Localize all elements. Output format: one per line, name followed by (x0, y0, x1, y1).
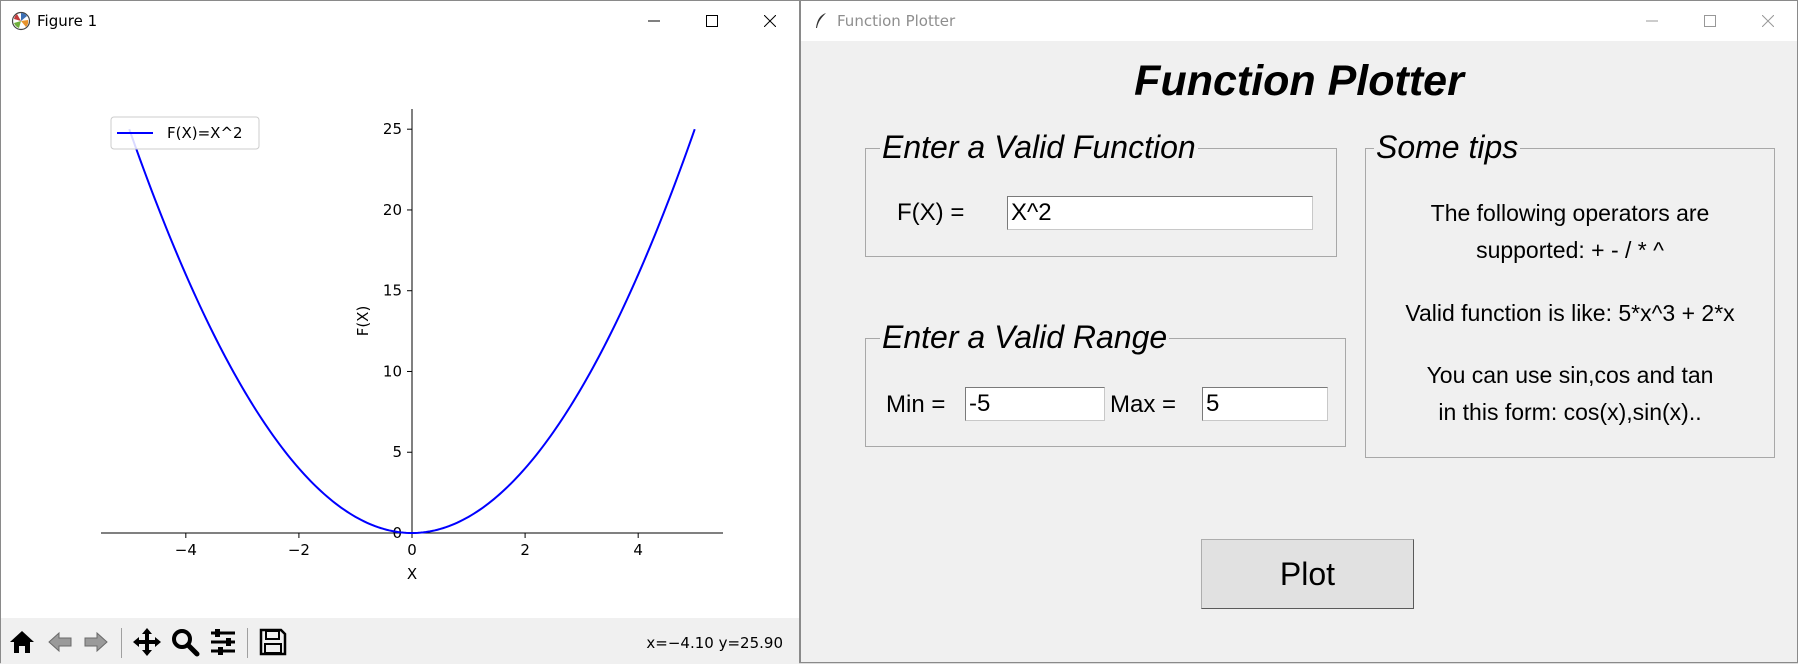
maximize-icon (1704, 15, 1716, 27)
pan-icon (133, 628, 161, 656)
x-tick-label: −4 (175, 541, 197, 559)
plot-canvas[interactable]: −4 −2 0 2 4 0 5 10 15 20 25 X F(X) F(X)=X^2 (1, 41, 801, 618)
max-label: Max = (1110, 391, 1177, 418)
figure-window: Figure 1 −4 −2 0 2 4 0 5 10 15 20 25 X F(X) F(X)=X^2 (0, 0, 801, 664)
tip-trig-line2: in this form: cos(x),sin(x).. (1438, 399, 1702, 425)
page-title: Function Plotter (1134, 57, 1464, 105)
series-line (128, 128, 696, 535)
tips-frame-legend: Some tips (1374, 129, 1521, 165)
configure-subplots-button[interactable] (206, 625, 240, 659)
y-tick-label: 5 (392, 443, 402, 461)
min-input[interactable] (965, 387, 1105, 421)
minimize-icon (648, 20, 660, 22)
plotter-window-title: Function Plotter (837, 12, 956, 30)
tip-trig-line1: You can use sin,cos and tan (1426, 362, 1714, 388)
save-icon (259, 628, 287, 656)
navigation-toolbar: x=−4.10 y=25.90 (1, 618, 799, 664)
back-arrow-icon (48, 631, 72, 653)
x-tick-label: 2 (520, 541, 530, 559)
maximize-icon (706, 15, 718, 27)
close-icon (764, 15, 776, 27)
close-icon (1762, 15, 1774, 27)
toolbar-separator (247, 628, 248, 658)
min-label: Min = (886, 391, 946, 418)
figure-titlebar[interactable]: Figure 1 (1, 1, 799, 41)
toolbar-separator (121, 628, 122, 658)
axes: −4 −2 0 2 4 0 5 10 15 20 25 X F(X) (101, 109, 723, 583)
feather-icon (816, 13, 826, 28)
range-frame: Enter a Valid Range Min = Max = (865, 319, 1346, 447)
legend-entry: F(X)=X^2 (167, 124, 243, 142)
home-icon (10, 631, 34, 653)
y-tick-label: 25 (383, 120, 402, 138)
legend: F(X)=X^2 (110, 116, 260, 150)
range-frame-legend: Enter a Valid Range (880, 319, 1170, 355)
legend-box (110, 116, 260, 150)
x-axis-label: X (407, 565, 417, 583)
y-axis-label: F(X) (354, 306, 372, 337)
close-button[interactable] (1739, 1, 1797, 41)
forward-arrow-icon (84, 631, 108, 653)
minimize-button[interactable] (625, 1, 683, 41)
function-frame-legend: Enter a Valid Function (880, 129, 1198, 165)
x-tick-label: 0 (407, 541, 417, 559)
coordinate-readout: x=−4.10 y=25.90 (646, 634, 783, 652)
configure-subplots-icon (211, 629, 235, 655)
minimize-icon (1646, 20, 1658, 22)
back-button[interactable] (43, 625, 77, 659)
forward-button[interactable] (79, 625, 113, 659)
tip-example: Valid function is like: 5*x^3 + 2*x (1405, 300, 1735, 326)
figure-window-title: Figure 1 (37, 12, 98, 30)
matplotlib-logo-icon (11, 11, 31, 31)
maximize-button[interactable] (1681, 1, 1739, 41)
maximize-button[interactable] (683, 1, 741, 41)
zoom-icon (172, 629, 200, 657)
y-tick-label: 20 (383, 201, 402, 219)
y-tick-label: 0 (392, 524, 402, 542)
tip-operators-line1: The following operators are (1430, 200, 1710, 226)
minimize-button[interactable] (1623, 1, 1681, 41)
pan-button[interactable] (130, 625, 164, 659)
x-tick-label: 4 (633, 541, 643, 559)
y-tick-label: 10 (383, 362, 402, 380)
function-input[interactable] (1007, 196, 1313, 230)
home-button[interactable] (5, 625, 39, 659)
zoom-button[interactable] (168, 625, 202, 659)
y-tick-label: 15 (383, 282, 402, 300)
tip-operators-line2: supported: + - / * ^ (1476, 237, 1664, 263)
close-button[interactable] (741, 1, 799, 41)
save-button[interactable] (256, 625, 290, 659)
plot-button[interactable]: Plot (1201, 539, 1414, 609)
function-label: F(X) = (897, 199, 965, 226)
function-frame: Enter a Valid Function F(X) = (865, 129, 1337, 257)
x-tick-label: −2 (288, 541, 310, 559)
tips-frame: Some tips The following operators are su… (1365, 129, 1775, 458)
plotter-titlebar[interactable]: Function Plotter (801, 1, 1797, 41)
max-input[interactable] (1202, 387, 1328, 421)
